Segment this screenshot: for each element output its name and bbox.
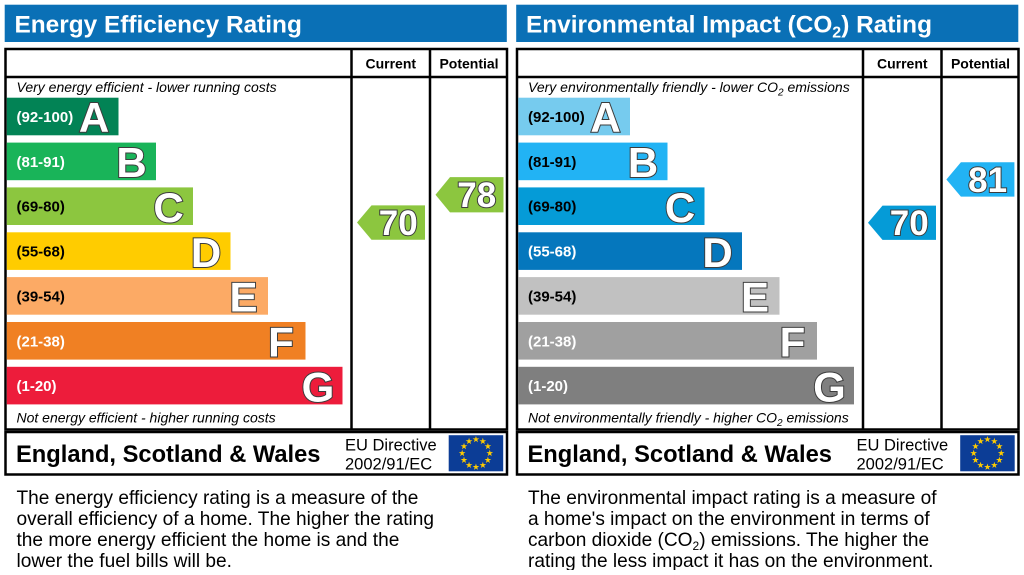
svg-text:carbon dioxide (CO2​) emission: carbon dioxide (CO2​) emissions. The hig… <box>528 530 929 553</box>
svg-text:(81-91): (81-91) <box>17 154 65 171</box>
svg-text:rating the less impact it has: rating the less impact it has on the env… <box>528 551 933 570</box>
svg-text:81: 81 <box>968 161 1007 200</box>
svg-text:Very energy efficient - lower: Very energy efficient - lower running co… <box>17 79 277 95</box>
svg-text:Potential: Potential <box>951 56 1010 72</box>
svg-text:(81-91): (81-91) <box>528 154 576 171</box>
svg-text:2002/91/EC: 2002/91/EC <box>345 456 432 474</box>
svg-text:Environmental Impact (CO2​) Ra: Environmental Impact (CO2​) Rating <box>526 11 932 41</box>
svg-text:a home's impact on the environ: a home's impact on the environment in te… <box>528 509 930 530</box>
svg-text:E: E <box>741 274 769 321</box>
svg-text:D: D <box>702 229 732 276</box>
svg-text:EU Directive: EU Directive <box>857 437 949 455</box>
svg-text:lower the fuel bills will be.: lower the fuel bills will be. <box>17 551 232 570</box>
svg-text:(55-68): (55-68) <box>17 244 65 261</box>
svg-text:(1-20): (1-20) <box>17 378 57 395</box>
svg-text:(21-38): (21-38) <box>528 333 576 350</box>
svg-text:F: F <box>780 319 806 366</box>
svg-text:(69-80): (69-80) <box>528 199 576 216</box>
svg-text:overall efficiency of a home.: overall efficiency of a home. The higher… <box>17 509 434 530</box>
svg-text:Very environmentally friendly: Very environmentally friendly - lower CO… <box>528 79 850 99</box>
svg-text:B: B <box>116 139 146 186</box>
svg-text:(92-100): (92-100) <box>17 109 74 126</box>
svg-text:Potential: Potential <box>439 56 498 72</box>
svg-text:Energy Efficiency Rating: Energy Efficiency Rating <box>15 11 302 38</box>
svg-text:78: 78 <box>457 176 496 215</box>
svg-text:The energy efficiency rating i: The energy efficiency rating is a measur… <box>17 488 419 509</box>
svg-text:England, Scotland & Wales: England, Scotland & Wales <box>528 442 832 468</box>
svg-text:A: A <box>79 94 109 141</box>
svg-text:(39-54): (39-54) <box>17 288 65 305</box>
svg-text:The environmental impact ratin: The environmental impact rating is a mea… <box>528 488 937 509</box>
svg-text:Current: Current <box>365 56 416 72</box>
svg-text:(39-54): (39-54) <box>528 288 576 305</box>
svg-text:(1-20): (1-20) <box>528 378 568 395</box>
svg-text:Not energy efficient - higher: Not energy efficient - higher running co… <box>17 409 276 425</box>
svg-text:EU Directive: EU Directive <box>345 437 437 455</box>
svg-text:(69-80): (69-80) <box>17 199 65 216</box>
svg-text:G: G <box>813 363 846 410</box>
svg-text:(92-100): (92-100) <box>528 109 585 126</box>
svg-text:Current: Current <box>877 56 928 72</box>
svg-text:the more energy efficient the: the more energy efficient the home is an… <box>17 530 400 551</box>
svg-text:C: C <box>153 184 183 231</box>
svg-text:C: C <box>665 184 695 231</box>
svg-text:G: G <box>302 363 335 410</box>
svg-text:E: E <box>229 274 257 321</box>
svg-text:2002/91/EC: 2002/91/EC <box>857 456 944 474</box>
svg-text:Not environmentally friendly -: Not environmentally friendly - higher CO… <box>528 409 849 429</box>
svg-text:(21-38): (21-38) <box>17 333 65 350</box>
svg-text:A: A <box>590 94 620 141</box>
svg-text:F: F <box>268 319 294 366</box>
svg-text:D: D <box>191 229 221 276</box>
svg-text:70: 70 <box>379 204 418 243</box>
svg-text:(55-68): (55-68) <box>528 244 576 261</box>
svg-text:England, Scotland & Wales: England, Scotland & Wales <box>16 442 320 468</box>
svg-text:B: B <box>628 139 658 186</box>
svg-text:70: 70 <box>890 204 929 243</box>
